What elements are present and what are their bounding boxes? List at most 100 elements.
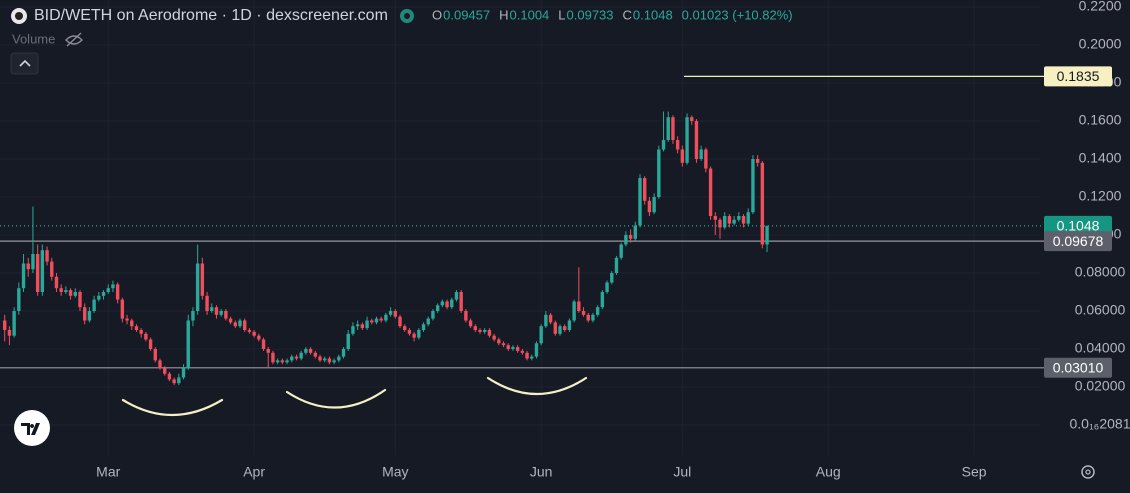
ohlc-legend: O 0.09457 H 0.1004 L 0.09733 C 0.1048 0.01023 (+… (432, 7, 793, 22)
candle-body (440, 301, 445, 306)
candle-body (290, 356, 294, 361)
candle-body (478, 329, 482, 332)
candle-body (370, 320, 374, 323)
settings-icon-inner (1085, 469, 1091, 475)
candle-body (591, 314, 595, 321)
candle-body (12, 310, 16, 336)
candle-body (31, 254, 35, 270)
ohlc-key: C (623, 7, 632, 22)
candle-body (73, 291, 77, 296)
status-dot-inner (404, 13, 410, 19)
candle-body (563, 326, 567, 330)
candle-body (294, 356, 299, 359)
candle-body (765, 225, 769, 245)
candle-body (530, 356, 534, 359)
candle-body (431, 310, 435, 319)
candle-body (628, 235, 633, 239)
y-tick-label: 0.06000 (1075, 302, 1126, 318)
candle-body (313, 352, 317, 357)
y-tick-label: 0.1200 (1079, 188, 1122, 204)
candle-body (115, 284, 120, 300)
volume-label: Volume (12, 31, 55, 46)
candle-body (318, 356, 322, 361)
ohlc-value: 0.09733 (567, 7, 614, 22)
candle-body (158, 360, 162, 368)
candle-body (252, 331, 256, 336)
y-tick-label: 0.2200 (1079, 0, 1122, 14)
candle-body (699, 149, 703, 160)
candle-body (323, 358, 327, 361)
candle-body (54, 276, 59, 289)
candle-body (327, 358, 332, 363)
x-tick-label: Aug (816, 464, 841, 480)
logo[interactable] (14, 410, 50, 446)
candle-body (205, 295, 209, 311)
price-label: 0.09678 (1053, 233, 1104, 249)
candle-body (172, 379, 176, 384)
candle-body (280, 360, 285, 363)
candle-body (101, 291, 106, 296)
collapse-button[interactable] (10, 52, 39, 75)
x-tick-label: Jun (530, 464, 553, 480)
candle-body (393, 310, 397, 317)
candle-body (732, 219, 736, 224)
candle-body (403, 326, 407, 330)
candle-body (624, 235, 628, 245)
price-label: 0.03010 (1053, 360, 1104, 376)
candle-body (365, 320, 369, 329)
candle-body (473, 326, 477, 330)
candle-body (661, 140, 666, 150)
candle-body (459, 291, 463, 311)
candle-body (633, 225, 637, 239)
ohlc-value: 0.09457 (443, 7, 490, 22)
candle-body (548, 314, 553, 323)
price-label-box (1044, 66, 1112, 87)
candle-body (130, 320, 134, 327)
candle-body (595, 307, 600, 315)
ohlc-key: L (558, 7, 565, 22)
candle-body (464, 310, 468, 321)
candle-body (760, 162, 765, 245)
price-label: 0.1835 (1057, 68, 1100, 84)
candle-body (308, 348, 313, 353)
candle-body (723, 216, 727, 228)
candle-body (671, 117, 675, 141)
candle-body (139, 329, 143, 334)
y-tick-label: 0.02000 (1075, 378, 1126, 394)
candle-body (737, 216, 741, 220)
candle-body (690, 117, 694, 122)
price-lines (0, 75, 1044, 369)
candle-body (384, 314, 388, 321)
candle-body (417, 329, 421, 338)
candle-body (299, 352, 303, 359)
candle-body (610, 273, 614, 283)
arc (486, 376, 588, 395)
arc (121, 398, 224, 416)
change-value: 0.01023 (+10.82%) (682, 7, 793, 22)
price-label-box (1044, 215, 1112, 236)
candle-body (520, 350, 525, 353)
candle-body (755, 159, 760, 163)
candle-body (544, 314, 548, 327)
candle-body (346, 333, 350, 349)
x-tick-label: May (382, 464, 408, 480)
settings-icon[interactable] (1081, 465, 1095, 479)
candle-body (577, 301, 581, 311)
price-label-box (1044, 231, 1112, 252)
candle-body (708, 168, 713, 217)
candle-body (534, 343, 539, 357)
candle-body (657, 149, 661, 198)
candle-body (680, 149, 685, 163)
candles (3, 111, 769, 386)
candle-body (68, 290, 73, 296)
candle-body (435, 305, 440, 311)
candle-body (195, 263, 200, 311)
candle-body (275, 360, 280, 363)
candle-body (271, 352, 275, 363)
y-tick-label: 0.2000 (1079, 36, 1122, 52)
hide-icon[interactable] (65, 32, 83, 47)
candle-body (506, 345, 510, 349)
candle-body (605, 282, 609, 292)
collapse-icon (19, 59, 31, 67)
